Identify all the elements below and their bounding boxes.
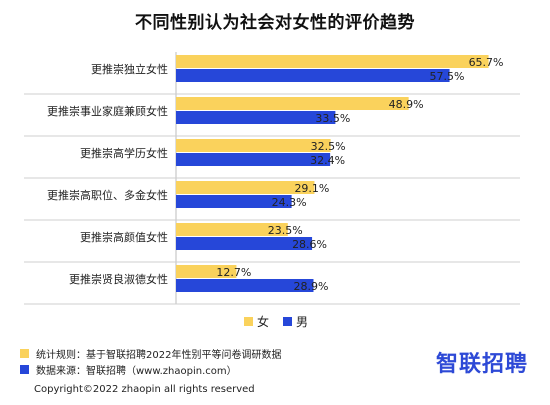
value-label-female: 48.9%	[389, 98, 424, 111]
category-label: 更推崇独立女性	[91, 62, 168, 76]
category-label: 更推崇高职位、多金女性	[47, 188, 168, 202]
brand-logo: 智联招聘	[435, 352, 528, 377]
bar-male	[176, 195, 292, 208]
note-source: 数据来源：智联招聘（www.zhaopin.com）	[20, 361, 281, 377]
bar-female	[176, 265, 237, 278]
bar-female	[176, 181, 315, 194]
category-label: 更推崇高学历女性	[80, 146, 168, 160]
bar-male	[176, 69, 450, 82]
legend: 女 男	[244, 313, 316, 330]
value-label-female: 23.5%	[268, 224, 303, 237]
value-label-male: 28.9%	[293, 280, 328, 293]
legend-label-male: 男	[296, 315, 309, 329]
note-source-text: 数据来源：智联招聘（www.zhaopin.com）	[36, 365, 237, 377]
bar-male	[176, 153, 331, 166]
legend-swatch-male	[283, 317, 293, 326]
legend-item-male: 男	[283, 313, 308, 330]
bar-female	[176, 97, 409, 110]
value-label-male: 33.5%	[315, 112, 350, 125]
value-label-female: 12.7%	[216, 266, 251, 279]
legend-label-female: 女	[257, 315, 270, 329]
bar-male	[176, 237, 313, 250]
legend-swatch-female	[244, 317, 253, 326]
value-label-female: 32.5%	[311, 140, 346, 153]
value-label-male: 32.4%	[310, 154, 345, 167]
copyright-text: Copyright©2022 zhaopin all rights reserv…	[34, 384, 255, 395]
value-label-female: 29.1%	[294, 182, 329, 195]
bar-female	[176, 55, 489, 68]
bar-male	[176, 111, 336, 124]
footnotes: 统计规则：基于智联招聘2022年性别平等问卷调研数据 数据来源：智联招聘（www…	[20, 345, 281, 377]
note-source-marker	[20, 364, 29, 374]
note-rule-marker	[20, 348, 29, 358]
value-label-male: 57.5%	[430, 70, 465, 83]
note-rule-text: 统计规则：基于智联招聘2022年性别平等问卷调研数据	[36, 349, 282, 361]
value-label-male: 28.6%	[292, 238, 327, 251]
bar-male	[176, 279, 314, 292]
bar-chart: 更推崇独立女性 65.7% 57.5% 更推崇事业家庭兼顾女性 48.9% 33.5% 更推…	[24, 52, 520, 305]
legend-item-female: 女	[244, 313, 269, 330]
category-label: 更推崇贤良淑德女性	[69, 272, 168, 286]
chart-title: 不同性别认为社会对女性的评价趋势	[135, 13, 415, 33]
note-rule: 统计规则：基于智联招聘2022年性别平等问卷调研数据	[20, 345, 281, 361]
value-label-male: 24.3%	[272, 196, 307, 209]
value-label-female: 65.7%	[469, 56, 504, 69]
bar-female	[176, 139, 331, 152]
category-label: 更推崇事业家庭兼顾女性	[47, 104, 168, 118]
category-label: 更推崇高颜值女性	[80, 230, 168, 244]
bar-female	[176, 223, 288, 236]
